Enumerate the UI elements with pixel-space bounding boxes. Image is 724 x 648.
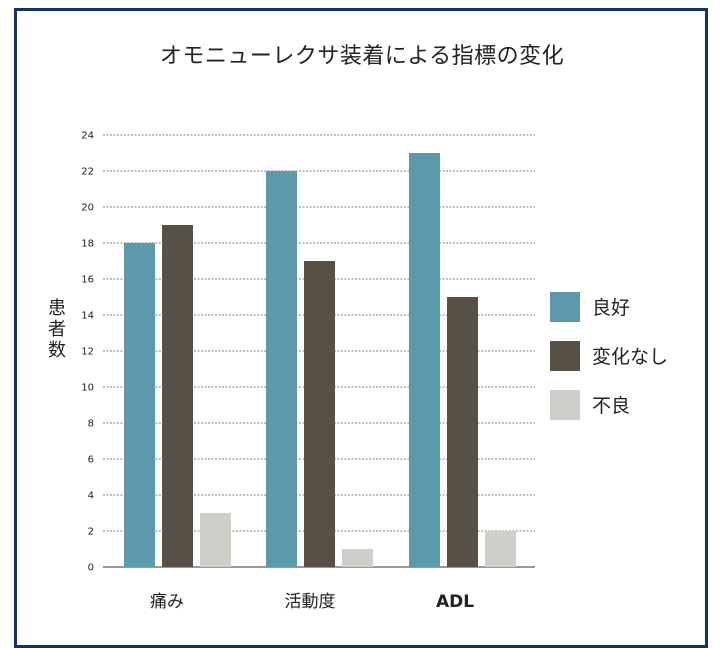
y-tick-label: 0 <box>88 563 94 574</box>
legend-swatch <box>550 292 580 322</box>
y-axis-label: 患者数 <box>48 298 66 361</box>
bar <box>409 153 440 567</box>
y-tick-label: 22 <box>81 167 94 178</box>
y-tick-label: 20 <box>81 203 94 214</box>
y-tick-label: 18 <box>81 239 94 250</box>
y-tick-label: 12 <box>81 347 94 358</box>
bar <box>304 261 335 567</box>
y-axis-label-char: 患 <box>48 298 66 319</box>
legend-label: 不良 <box>592 395 630 417</box>
legend-swatch <box>550 390 580 420</box>
y-tick-label: 8 <box>88 419 94 430</box>
bar <box>342 549 373 567</box>
y-tick-label: 2 <box>88 527 94 538</box>
x-tick-label: ADL <box>436 592 474 612</box>
bar <box>162 225 193 567</box>
bar <box>266 171 297 567</box>
y-tick-label: 24 <box>81 131 94 142</box>
y-tick-label: 10 <box>81 383 94 394</box>
bar <box>485 531 516 567</box>
y-tick-label: 6 <box>88 455 94 466</box>
chart-title: オモニューレクサ装着による指標の変化 <box>159 44 565 69</box>
x-tick-label: 痛み <box>150 592 184 612</box>
x-tick-label: 活動度 <box>285 592 336 612</box>
bars <box>124 153 516 567</box>
y-tick-label: 4 <box>88 491 94 502</box>
y-tick-label: 14 <box>81 311 94 322</box>
legend-swatch <box>550 341 580 371</box>
legend-label: 変化なし <box>592 346 668 368</box>
category-labels: 痛み 活動度 ADL <box>150 592 474 612</box>
legend-label: 良好 <box>592 297 630 319</box>
bar <box>200 513 231 567</box>
y-tick-label: 16 <box>81 275 94 286</box>
y-axis-label-char: 数 <box>48 340 66 361</box>
bar <box>124 243 155 567</box>
bar <box>447 297 478 567</box>
y-axis-label-char: 者 <box>48 319 66 340</box>
